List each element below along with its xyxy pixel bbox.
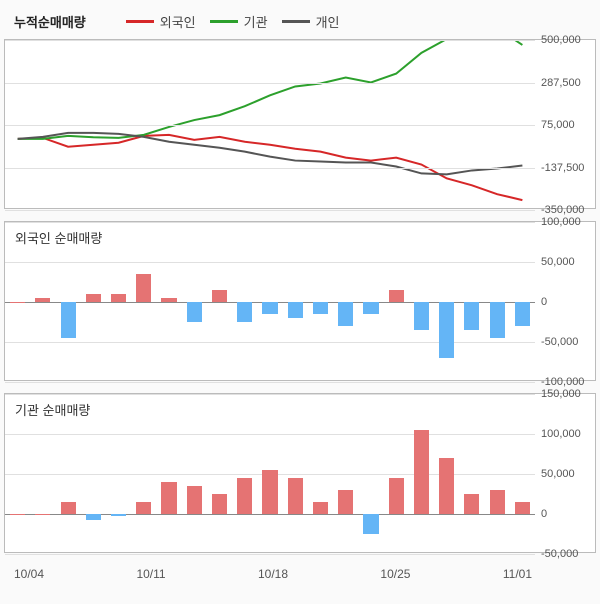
panel-title: 외국인 순매매량 — [15, 228, 102, 247]
y-tick-label: 100,000 — [541, 216, 581, 228]
bar — [35, 514, 50, 515]
bar — [61, 502, 76, 514]
legend-label: 외국인 — [160, 12, 196, 31]
x-tick-label: 10/18 — [258, 567, 288, 581]
y-tick-label: 287,500 — [541, 77, 581, 89]
bar — [86, 294, 101, 302]
bar — [237, 478, 252, 514]
cumulative-net-panel: -350,000-137,50075,000287,500500,000 — [4, 39, 596, 209]
legend-swatch — [126, 20, 154, 23]
bar — [136, 502, 151, 514]
bar — [10, 514, 25, 515]
bar — [414, 430, 429, 514]
bar — [86, 514, 101, 520]
line-chart — [5, 40, 535, 208]
bar — [338, 490, 353, 514]
bar — [187, 302, 202, 322]
bar — [212, 494, 227, 514]
x-tick-label: 10/11 — [136, 567, 165, 581]
bar — [136, 274, 151, 302]
y-tick-label: -137,500 — [541, 162, 584, 174]
legend-title: 누적순매매량 — [14, 12, 86, 31]
bar — [111, 514, 126, 516]
legend: 누적순매매량 외국인 기관 개인 — [4, 8, 596, 39]
bar — [313, 302, 328, 314]
legend-item-foreigner: 외국인 — [126, 12, 196, 31]
bar — [187, 486, 202, 514]
y-tick-label: 75,000 — [541, 119, 575, 131]
legend-swatch — [282, 20, 310, 23]
bar — [389, 290, 404, 302]
y-tick-label: 150,000 — [541, 388, 581, 400]
y-tick-label: -350,000 — [541, 204, 584, 216]
y-tick-label: 100,000 — [541, 428, 581, 440]
bar — [313, 502, 328, 514]
bar — [61, 302, 76, 338]
bar — [490, 302, 505, 338]
bar — [389, 478, 404, 514]
y-axis: -50,000050,000100,000150,000 — [537, 394, 595, 552]
institution-net-panel: 기관 순매매량 -50,000050,000100,000150,000 — [4, 393, 596, 553]
y-tick-label: 0 — [541, 508, 547, 520]
bar — [161, 298, 176, 302]
legend-label: 기관 — [244, 12, 268, 31]
chart-area — [5, 40, 535, 208]
y-tick-label: -100,000 — [541, 376, 584, 388]
x-tick-label: 10/25 — [380, 567, 410, 581]
line-series — [18, 40, 523, 139]
bar — [515, 302, 530, 326]
bar — [262, 302, 277, 314]
x-tick-label: 10/04 — [14, 567, 44, 581]
bar — [414, 302, 429, 330]
legend-item-institution: 기관 — [210, 12, 268, 31]
panel-title: 기관 순매매량 — [15, 400, 90, 419]
y-axis: -350,000-137,50075,000287,500500,000 — [537, 40, 595, 208]
bar — [35, 298, 50, 302]
bar — [288, 478, 303, 514]
bar — [288, 302, 303, 318]
bar — [338, 302, 353, 326]
x-axis: 10/04 10/11 10/18 10/25 11/01 — [4, 565, 596, 581]
bar — [262, 470, 277, 514]
bar — [439, 458, 454, 514]
bar — [515, 502, 530, 514]
bar — [490, 490, 505, 514]
y-tick-label: 0 — [541, 296, 547, 308]
legend-item-individual: 개인 — [282, 12, 340, 31]
y-tick-label: 500,000 — [541, 34, 581, 46]
y-tick-label: -50,000 — [541, 336, 578, 348]
bar — [237, 302, 252, 322]
x-tick-label: 11/01 — [503, 567, 532, 581]
bar — [161, 482, 176, 514]
legend-swatch — [210, 20, 238, 23]
legend-label: 개인 — [316, 12, 340, 31]
y-tick-label: -50,000 — [541, 548, 578, 560]
bar — [363, 514, 378, 534]
bar — [363, 302, 378, 314]
bar — [212, 290, 227, 302]
bar — [464, 302, 479, 330]
bar — [439, 302, 454, 358]
bar — [464, 494, 479, 514]
y-axis: -100,000-50,000050,000100,000 — [537, 222, 595, 380]
bar — [10, 302, 25, 303]
bar — [111, 294, 126, 302]
y-tick-label: 50,000 — [541, 468, 575, 480]
y-tick-label: 50,000 — [541, 256, 575, 268]
foreigner-net-panel: 외국인 순매매량 -100,000-50,000050,000100,000 — [4, 221, 596, 381]
